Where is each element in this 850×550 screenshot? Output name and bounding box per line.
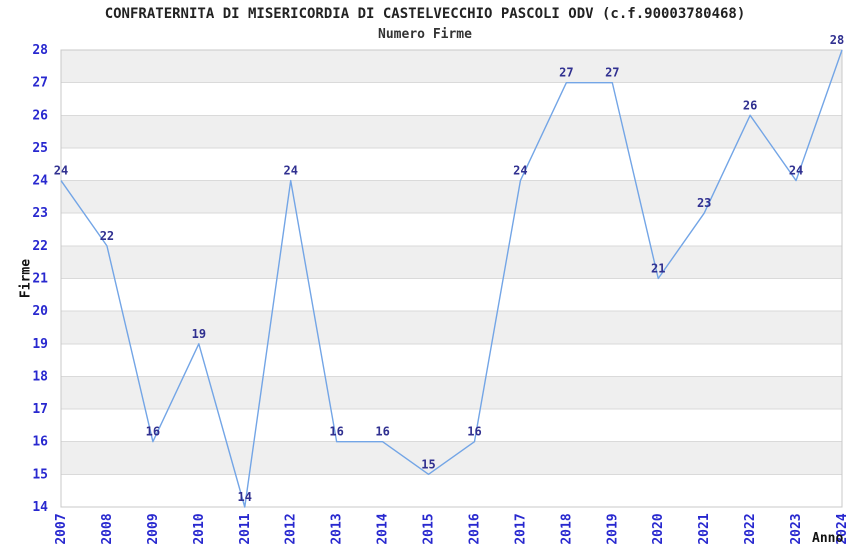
x-tick-label: 2022 xyxy=(743,513,758,544)
point-label: 24 xyxy=(513,164,527,178)
x-tick-label: 2012 xyxy=(284,513,299,544)
x-tick-label: 2024 xyxy=(835,513,850,544)
x-axis-title: Anno xyxy=(812,531,844,546)
point-label: 24 xyxy=(789,164,803,178)
plot-band xyxy=(61,311,842,344)
y-tick-label: 24 xyxy=(32,174,48,189)
x-tick-label: 2021 xyxy=(697,513,712,544)
point-label: 24 xyxy=(283,164,297,178)
y-tick-label: 15 xyxy=(32,467,48,482)
x-tick-label: 2019 xyxy=(605,513,620,544)
x-tick-label: 2016 xyxy=(467,513,482,544)
x-tick-label: 2009 xyxy=(146,513,161,544)
y-tick-label: 25 xyxy=(32,141,48,156)
x-tick-label: 2013 xyxy=(330,513,345,544)
x-tick-label: 2015 xyxy=(422,513,437,544)
x-tick-label: 2007 xyxy=(54,513,69,544)
point-label: 28 xyxy=(830,33,844,47)
point-label: 16 xyxy=(146,425,160,439)
x-tick-label: 2018 xyxy=(559,513,574,544)
point-label: 19 xyxy=(192,327,206,341)
point-label: 16 xyxy=(467,425,481,439)
point-label: 26 xyxy=(743,98,757,112)
point-label: 23 xyxy=(697,196,711,210)
plot-band xyxy=(61,245,842,279)
y-tick-label: 27 xyxy=(32,76,48,91)
y-tick-label: 16 xyxy=(32,435,48,450)
x-tick-label: 2010 xyxy=(192,513,207,544)
plot-border xyxy=(60,49,843,508)
y-tick-label: 18 xyxy=(32,369,48,384)
x-tick-label: 2011 xyxy=(238,513,253,544)
x-tick-label: 2020 xyxy=(651,513,666,544)
x-tick-label: 2014 xyxy=(376,513,391,544)
y-axis-title: Firme xyxy=(18,258,34,299)
y-tick-label: 28 xyxy=(32,43,48,58)
point-label: 24 xyxy=(54,164,68,178)
point-label: 21 xyxy=(651,262,665,276)
y-tick-label: 23 xyxy=(32,206,48,221)
x-tick-label: 2017 xyxy=(513,513,528,544)
plot-band xyxy=(61,50,842,83)
y-tick-label: 26 xyxy=(32,108,48,123)
data-line xyxy=(60,49,843,508)
x-tick-label: 2023 xyxy=(789,513,804,544)
plot-band xyxy=(61,115,842,148)
point-label: 14 xyxy=(238,490,252,504)
plot-band xyxy=(61,180,842,214)
y-tick-label: 20 xyxy=(32,304,48,319)
chart-title: CONFRATERNITA DI MISERICORDIA DI CASTELV… xyxy=(104,6,746,22)
point-label: 22 xyxy=(100,229,114,243)
y-tick-label: 17 xyxy=(32,402,48,417)
chart-subtitle: Numero Firme xyxy=(378,27,472,42)
point-label: 15 xyxy=(421,457,435,471)
point-label: 16 xyxy=(375,425,389,439)
y-tick-label: 14 xyxy=(32,500,48,515)
plot-band xyxy=(61,376,842,410)
point-label: 16 xyxy=(329,425,343,439)
y-tick-label: 19 xyxy=(32,337,48,352)
y-tick-label: 22 xyxy=(32,239,48,254)
point-label: 27 xyxy=(559,66,573,80)
y-tick-label: 21 xyxy=(32,272,48,287)
x-tick-label: 2008 xyxy=(100,513,115,544)
point-label: 27 xyxy=(605,66,619,80)
